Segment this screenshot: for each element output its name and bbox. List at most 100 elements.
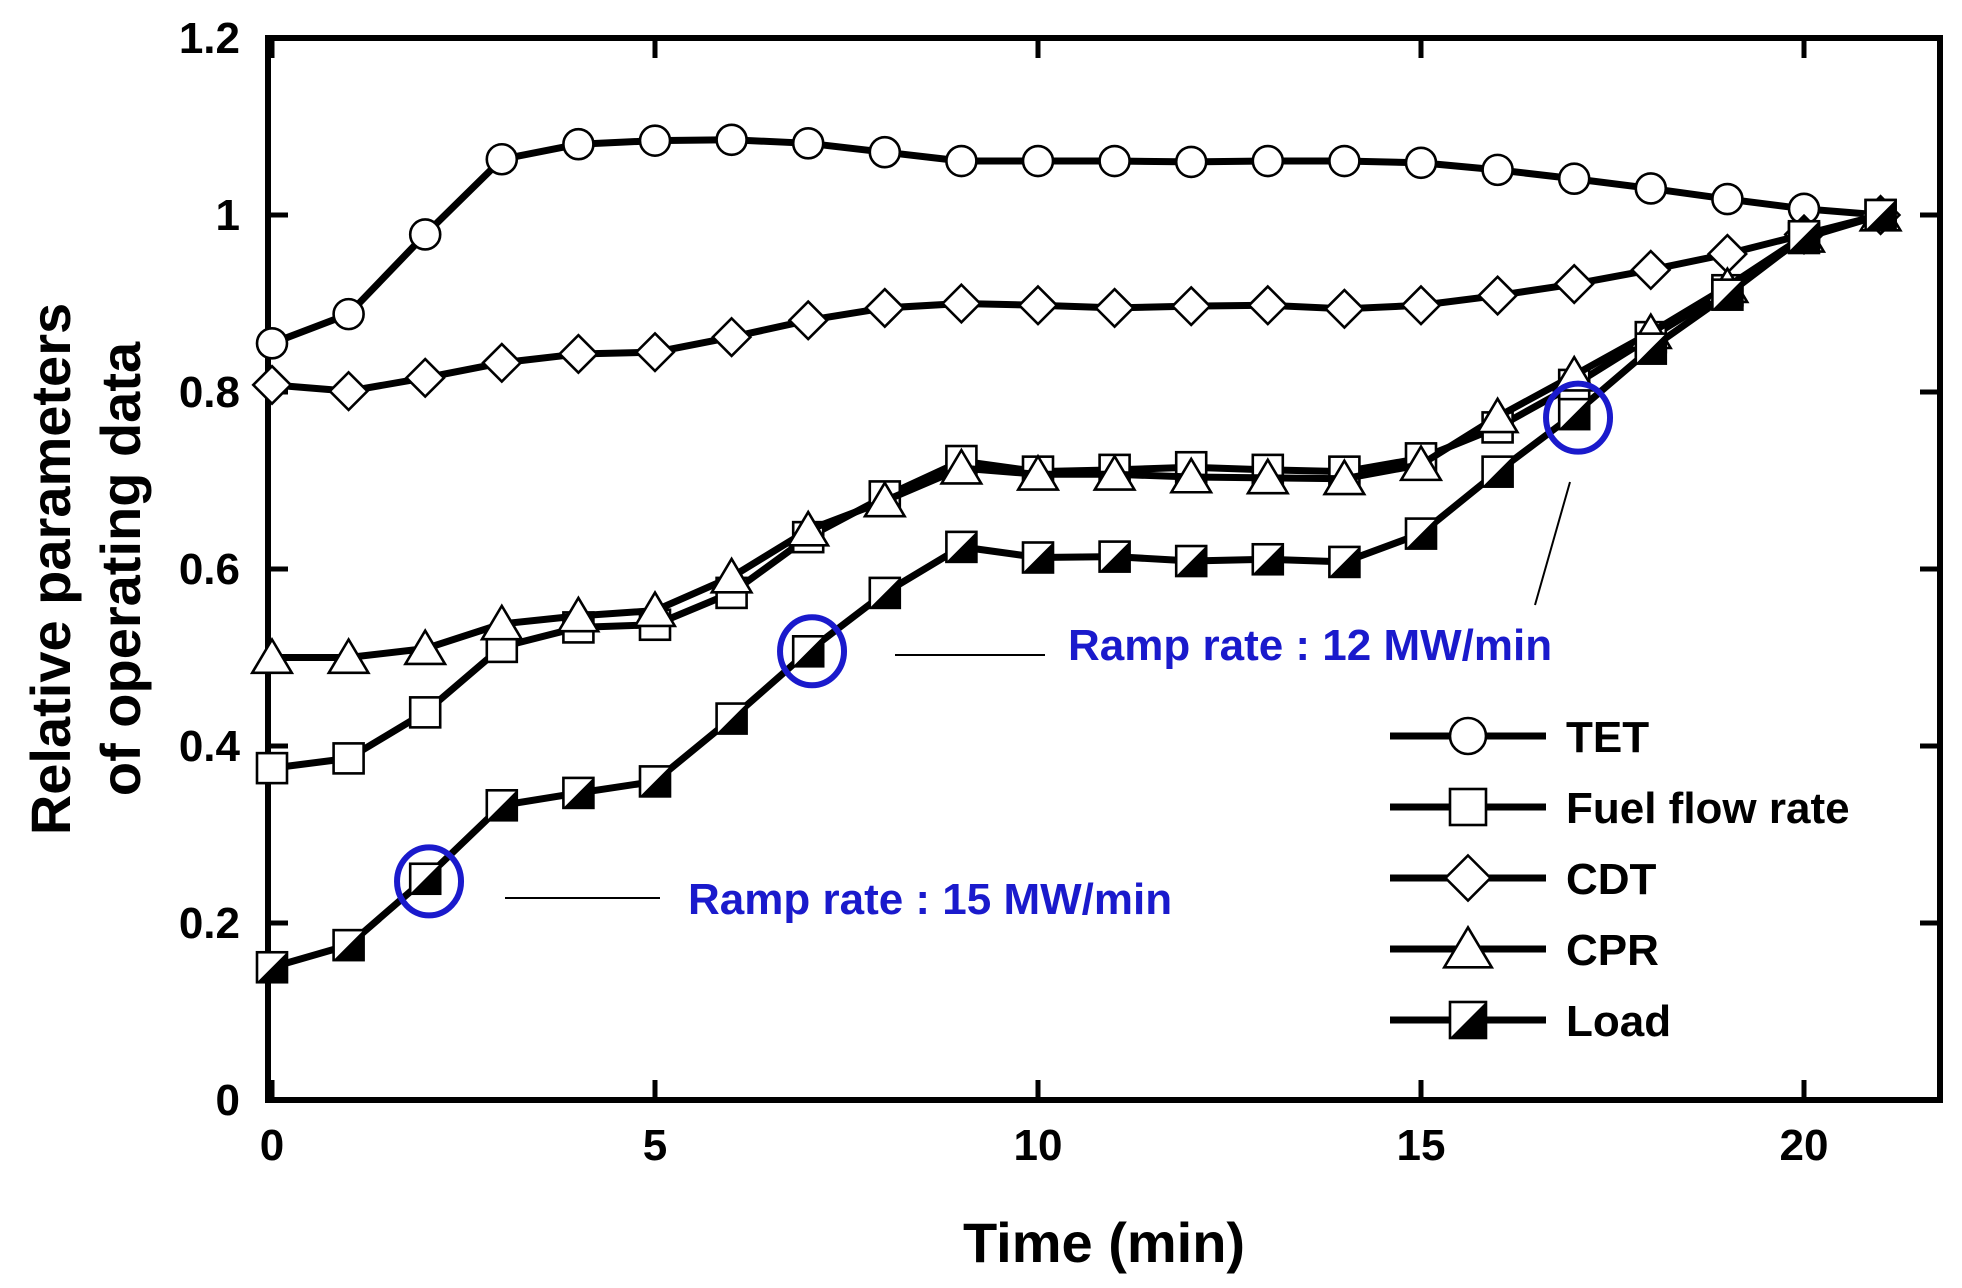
data-point bbox=[939, 447, 984, 485]
data-point bbox=[332, 297, 365, 331]
marker-shape bbox=[255, 327, 289, 360]
data-point bbox=[485, 142, 519, 176]
data-point bbox=[1481, 153, 1514, 187]
marker-shape bbox=[1322, 458, 1367, 496]
data-point bbox=[1398, 444, 1444, 482]
marker-shape bbox=[868, 135, 902, 169]
data-point bbox=[1170, 285, 1212, 327]
data-point bbox=[634, 331, 676, 373]
highlight-circle bbox=[777, 614, 848, 689]
data-point bbox=[945, 144, 978, 178]
annotation-leader bbox=[1534, 481, 1571, 606]
data-point bbox=[1477, 274, 1519, 317]
data-point bbox=[1169, 456, 1214, 494]
data-point bbox=[1404, 517, 1438, 550]
data-point bbox=[632, 590, 678, 628]
marker-shape bbox=[709, 556, 754, 594]
data-point bbox=[1634, 332, 1668, 365]
marker-fill bbox=[1865, 200, 1896, 230]
marker-shape bbox=[1557, 162, 1591, 196]
x-tick-label: 5 bbox=[643, 1121, 667, 1170]
y-tick-label: 0.8 bbox=[179, 368, 240, 417]
y-tick-label: 0.2 bbox=[179, 899, 240, 948]
marker-fill bbox=[793, 636, 824, 667]
marker-shape bbox=[638, 124, 672, 157]
data-point bbox=[251, 364, 293, 406]
marker-shape bbox=[404, 357, 446, 399]
y-tick-label: 1.2 bbox=[179, 14, 240, 63]
marker-shape bbox=[1448, 787, 1488, 827]
data-point bbox=[255, 950, 289, 984]
x-axis-title: Time (min) bbox=[963, 1211, 1245, 1274]
series-cdt bbox=[251, 194, 1902, 412]
legend-marker bbox=[1448, 1000, 1488, 1040]
data-point bbox=[479, 603, 524, 641]
data-point bbox=[1098, 144, 1131, 178]
legend-item-tet: TET bbox=[1390, 713, 1649, 762]
annotation-layer: Ramp rate : 15 MW/min Ramp rate : 12 MW/m… bbox=[394, 380, 1614, 924]
marker-shape bbox=[1398, 444, 1444, 482]
x-tick-label: 15 bbox=[1397, 1121, 1446, 1170]
data-point bbox=[1174, 145, 1208, 179]
marker-shape bbox=[1404, 146, 1438, 180]
data-point bbox=[1404, 146, 1438, 180]
marker-shape bbox=[634, 331, 676, 373]
data-point bbox=[557, 333, 599, 375]
data-point bbox=[786, 509, 831, 547]
marker-shape bbox=[1328, 144, 1361, 178]
series-layer bbox=[249, 123, 1903, 984]
marker-shape bbox=[1400, 284, 1442, 326]
marker-fill bbox=[1450, 1002, 1486, 1038]
marker-fill bbox=[333, 930, 364, 961]
marker-shape bbox=[1481, 153, 1514, 187]
annotation-ramp-12: Ramp rate : 12 MW/min bbox=[1068, 621, 1552, 670]
series-line bbox=[271, 211, 1882, 395]
data-point bbox=[709, 556, 754, 594]
marker-shape bbox=[1169, 456, 1214, 494]
y-tick-label: 0.4 bbox=[179, 722, 241, 771]
marker-fill bbox=[1406, 518, 1436, 549]
marker-shape bbox=[251, 364, 293, 406]
marker-fill bbox=[1482, 456, 1513, 487]
marker-shape bbox=[1553, 263, 1595, 305]
data-point bbox=[868, 576, 902, 610]
data-point bbox=[1630, 249, 1672, 291]
marker-fill bbox=[486, 790, 517, 821]
marker-shape bbox=[1634, 172, 1668, 205]
marker-shape bbox=[1094, 287, 1136, 329]
marker-shape bbox=[711, 316, 753, 358]
marker-fill bbox=[1559, 399, 1590, 430]
highlight-circle bbox=[1543, 380, 1614, 455]
data-point bbox=[1787, 219, 1821, 253]
marker-shape bbox=[328, 370, 370, 412]
marker-shape bbox=[403, 628, 448, 666]
marker-shape bbox=[1092, 453, 1137, 491]
data-point bbox=[638, 765, 672, 798]
data-point bbox=[1711, 278, 1744, 311]
data-point bbox=[945, 530, 978, 564]
data-point bbox=[1328, 144, 1361, 178]
data-point bbox=[1092, 453, 1137, 491]
data-point bbox=[408, 862, 442, 896]
marker-shape bbox=[1443, 853, 1493, 903]
marker-fill bbox=[1023, 542, 1053, 573]
marker-shape bbox=[632, 590, 678, 628]
data-point bbox=[791, 635, 825, 668]
marker-shape bbox=[1323, 288, 1365, 330]
marker-shape bbox=[1245, 457, 1290, 495]
data-point bbox=[404, 357, 446, 399]
marker-fill bbox=[1252, 544, 1283, 575]
data-point bbox=[403, 628, 448, 666]
marker-shape bbox=[1477, 274, 1519, 317]
marker-shape bbox=[1251, 144, 1285, 178]
y-axis-title-line-2: of operating data bbox=[89, 341, 152, 796]
data-point bbox=[485, 788, 519, 822]
data-point bbox=[1475, 396, 1520, 434]
data-point bbox=[1245, 457, 1290, 495]
data-point bbox=[1094, 287, 1136, 329]
marker-shape bbox=[485, 142, 519, 176]
marker-shape bbox=[945, 144, 978, 178]
data-point bbox=[638, 124, 672, 157]
marker-fill bbox=[1176, 546, 1207, 577]
data-point bbox=[864, 287, 906, 329]
